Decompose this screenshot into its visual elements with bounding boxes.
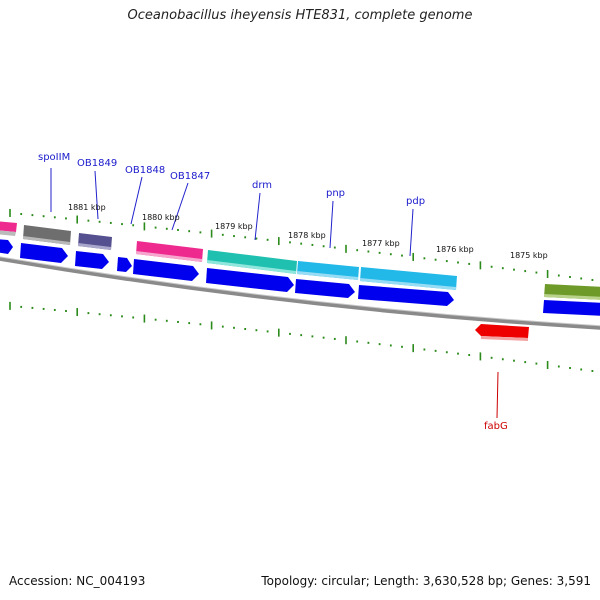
gene-block-partial[interactable] xyxy=(0,221,17,232)
scale-labels: 1881 kbp 1880 kbp 1879 kbp 1878 kbp 1877… xyxy=(68,203,548,260)
scale-label: 1880 kbp xyxy=(142,213,180,222)
scale-label: 1878 kbp xyxy=(288,231,326,240)
gene-label-OB1849[interactable]: OB1849 xyxy=(77,158,117,169)
gene-block-spoIIM-shade xyxy=(23,236,70,245)
accession-text: Accession: NC_004193 xyxy=(9,574,146,588)
gene-block-pdp[interactable] xyxy=(360,267,457,290)
outer-scale-ticks xyxy=(9,208,594,281)
cds-arrow[interactable] xyxy=(117,257,132,272)
scale-label: 1877 kbp xyxy=(362,239,400,248)
cds-arrow[interactable] xyxy=(75,251,109,269)
gene-label-OB1847[interactable]: OB1847 xyxy=(170,171,210,182)
cds-arrow[interactable] xyxy=(0,239,13,254)
topology-text: Topology: circular; Length: 3,630,528 bp… xyxy=(261,574,591,588)
gene-label-pnp[interactable]: pnp xyxy=(326,188,345,199)
cds-arrows xyxy=(0,239,600,316)
leader-OB1847 xyxy=(171,182,189,231)
gene-block-pdp-shade xyxy=(360,278,456,290)
scale-label: 1876 kbp xyxy=(436,245,474,254)
leader-OB1849 xyxy=(94,170,99,220)
gene-labels: spoIIM OB1849 OB1848 OB1847 drm pnp pdp … xyxy=(38,152,508,432)
gene-label-pdp[interactable]: pdp xyxy=(406,196,425,207)
cds-arrow[interactable] xyxy=(358,285,454,306)
genome-backbone-highlight xyxy=(0,256,600,327)
inner-scale-ticks xyxy=(9,301,594,372)
scale-label: 1879 kbp xyxy=(215,222,253,231)
gene-label-OB1848[interactable]: OB1848 xyxy=(125,165,165,176)
gene-blocks xyxy=(0,221,600,300)
gene-arrow-fabG-shade xyxy=(481,336,528,341)
scale-label: 1875 kbp xyxy=(510,251,548,260)
leader-pdp xyxy=(409,208,414,257)
gene-label-spoIIM[interactable]: spoIIM xyxy=(38,152,70,163)
gene-block-partial-shadow xyxy=(0,230,16,236)
gene-block-OB1847[interactable] xyxy=(136,241,203,262)
cds-arrow[interactable] xyxy=(133,259,199,281)
cds-arrow[interactable] xyxy=(295,279,355,298)
gene-block-OB1847-shade xyxy=(136,251,202,262)
gene-block-pnp-shade xyxy=(297,271,358,280)
cds-arrow[interactable] xyxy=(20,243,68,263)
gene-block-drm-shade xyxy=(207,260,296,274)
label-leaders xyxy=(50,168,414,257)
scale-label: 1881 kbp xyxy=(68,203,106,212)
gene-block-drm[interactable] xyxy=(207,250,297,274)
leader-fabG xyxy=(496,371,499,419)
leader-drm xyxy=(254,192,261,241)
cds-arrow[interactable] xyxy=(543,300,600,316)
gene-arrow-fabG[interactable] xyxy=(475,324,529,338)
genome-backbone xyxy=(0,256,600,330)
map-title: Oceanobacillus iheyensis HTE831, complet… xyxy=(127,8,473,23)
gene-label-fabG[interactable]: fabG xyxy=(484,421,508,432)
cds-arrow[interactable] xyxy=(206,268,294,292)
gene-block-OB1849-shade xyxy=(78,243,111,250)
leader-OB1848 xyxy=(130,176,143,225)
gene-label-drm[interactable]: drm xyxy=(252,180,272,191)
leader-pnp xyxy=(329,200,334,249)
gene-block-right-shade xyxy=(544,294,600,300)
